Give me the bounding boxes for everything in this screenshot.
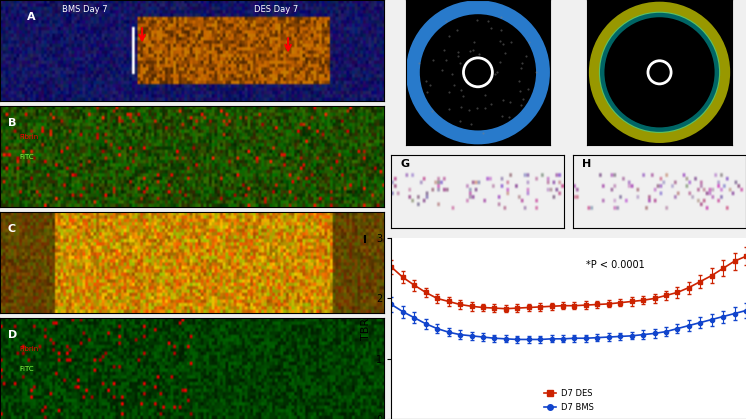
Text: A: A (27, 12, 36, 22)
Text: D: D (7, 330, 17, 340)
Text: B: B (7, 118, 16, 128)
Y-axis label: TBR: TBR (360, 318, 371, 340)
Text: C: C (7, 224, 16, 234)
Text: *P < 0.0001: *P < 0.0001 (586, 260, 645, 270)
Text: DES Day 7: DES Day 7 (254, 5, 298, 14)
Text: FITC: FITC (19, 155, 34, 160)
Text: I: I (363, 235, 367, 245)
Legend: D7 DES, D7 BMS: D7 DES, D7 BMS (541, 386, 597, 415)
Text: FITC: FITC (19, 367, 34, 372)
Text: G: G (400, 159, 410, 169)
Text: Fibrin: Fibrin (19, 134, 39, 140)
Text: BMS Day 7: BMS Day 7 (62, 5, 107, 14)
Text: F: F (595, 7, 602, 17)
Text: E: E (413, 7, 421, 17)
Text: H: H (582, 159, 591, 169)
Text: Fibrin: Fibrin (19, 347, 39, 352)
